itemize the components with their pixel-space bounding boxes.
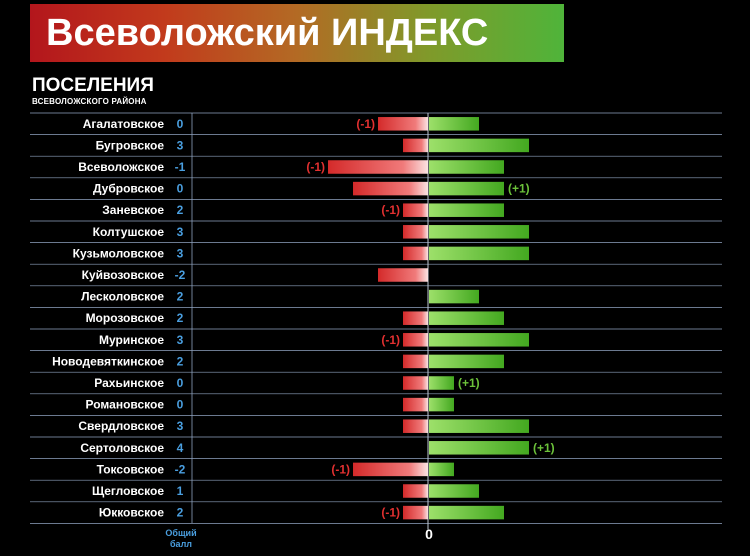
positive-bar	[429, 311, 504, 325]
score-label: 0	[177, 398, 184, 412]
category-label: Сертоловское	[80, 441, 164, 455]
negative-bar	[378, 117, 428, 131]
category-label: Щегловское	[92, 484, 164, 498]
change-annotation: (+1)	[458, 376, 480, 390]
bars	[328, 117, 529, 520]
positive-bar	[429, 181, 504, 196]
positive-bar	[429, 484, 479, 498]
negative-bar	[403, 376, 428, 390]
score-label: 2	[177, 354, 184, 368]
score-label: 1	[177, 484, 184, 498]
score-label: 0	[177, 117, 184, 131]
positive-bar	[429, 376, 454, 390]
category-label: Заневское	[102, 203, 164, 217]
score-label: 3	[177, 333, 184, 347]
negative-bar	[328, 160, 428, 174]
gridlines	[30, 112, 722, 530]
category-label: Морозовское	[86, 311, 165, 325]
positive-bar	[429, 419, 529, 433]
change-annotation: (-1)	[381, 506, 400, 520]
score-label: 3	[177, 225, 184, 239]
negative-bar	[353, 181, 428, 196]
labels: Агалатовское 0 (-1) Бугровское 3 Всеволожское…	[52, 117, 555, 520]
total-score-caption-line2: балл	[170, 539, 192, 549]
category-label: Куйвозовское	[82, 268, 165, 282]
change-annotation: (-1)	[331, 462, 350, 476]
negative-bar	[403, 246, 428, 261]
category-label: Токсовское	[97, 462, 165, 476]
positive-bar	[429, 441, 529, 455]
negative-bar	[403, 419, 428, 433]
negative-bar	[403, 397, 428, 412]
negative-bar	[403, 203, 428, 217]
positive-bar	[429, 354, 504, 369]
section-subtitle: ВСЕВОЛОЖСКОГО РАЙОНА	[32, 97, 147, 106]
score-label: 3	[177, 138, 184, 152]
negative-bar	[378, 268, 428, 282]
change-annotation: (-1)	[381, 333, 400, 347]
positive-bar	[429, 289, 479, 304]
category-label: Всеволожское	[78, 160, 164, 174]
negative-bar	[403, 225, 428, 239]
category-label: Рахьинское	[94, 376, 164, 390]
category-label: Новодевяткинское	[52, 354, 164, 368]
category-label: Колтушское	[93, 225, 165, 239]
score-label: 2	[177, 311, 184, 325]
change-annotation: (-1)	[356, 117, 375, 131]
change-annotation: (-1)	[306, 160, 325, 174]
category-label: Дубровское	[93, 182, 164, 196]
positive-bar	[429, 160, 504, 174]
positive-bar	[429, 397, 454, 412]
category-label: Бугровское	[96, 138, 165, 152]
positive-bar	[429, 203, 504, 217]
negative-bar	[403, 311, 428, 325]
negative-bar	[403, 333, 428, 347]
score-label: 4	[177, 441, 184, 455]
score-label: -1	[175, 160, 186, 174]
negative-bar	[353, 462, 428, 477]
category-label: Романовское	[86, 398, 165, 412]
score-label: -2	[175, 462, 186, 476]
score-label: 2	[177, 203, 184, 217]
positive-bar	[429, 246, 529, 261]
page-title: Всеволожский ИНДЕКС	[30, 4, 564, 62]
positive-bar	[429, 117, 479, 131]
positive-bar	[429, 462, 454, 477]
score-label: 2	[177, 290, 184, 304]
positive-bar	[429, 138, 529, 153]
category-label: Агалатовское	[83, 117, 165, 131]
change-annotation: (+1)	[533, 441, 555, 455]
score-label: 2	[177, 506, 184, 520]
category-label: Муринское	[99, 333, 164, 347]
section-title: ПОСЕЛЕНИЯ	[32, 75, 154, 96]
negative-bar	[403, 484, 428, 498]
change-annotation: (-1)	[381, 203, 400, 217]
negative-bar	[403, 505, 428, 520]
category-label: Свердловское	[78, 419, 164, 433]
change-annotation: (+1)	[508, 182, 530, 196]
score-label: 0	[177, 376, 184, 390]
category-label: Кузьмоловское	[73, 246, 165, 260]
positive-bar	[429, 225, 529, 239]
total-score-caption: Общий балл	[158, 528, 204, 550]
total-score-caption-line1: Общий	[165, 528, 197, 538]
category-label: Юкковское	[99, 506, 164, 520]
score-label: -2	[175, 268, 186, 282]
score-label: 3	[177, 419, 184, 433]
zero-axis-label: 0	[425, 526, 433, 542]
positive-bar	[429, 333, 529, 347]
negative-bar	[403, 138, 428, 153]
score-label: 3	[177, 246, 184, 260]
positive-bar	[429, 505, 504, 520]
negative-bar	[403, 354, 428, 369]
score-label: 0	[177, 182, 184, 196]
category-label: Лесколовское	[81, 290, 164, 304]
